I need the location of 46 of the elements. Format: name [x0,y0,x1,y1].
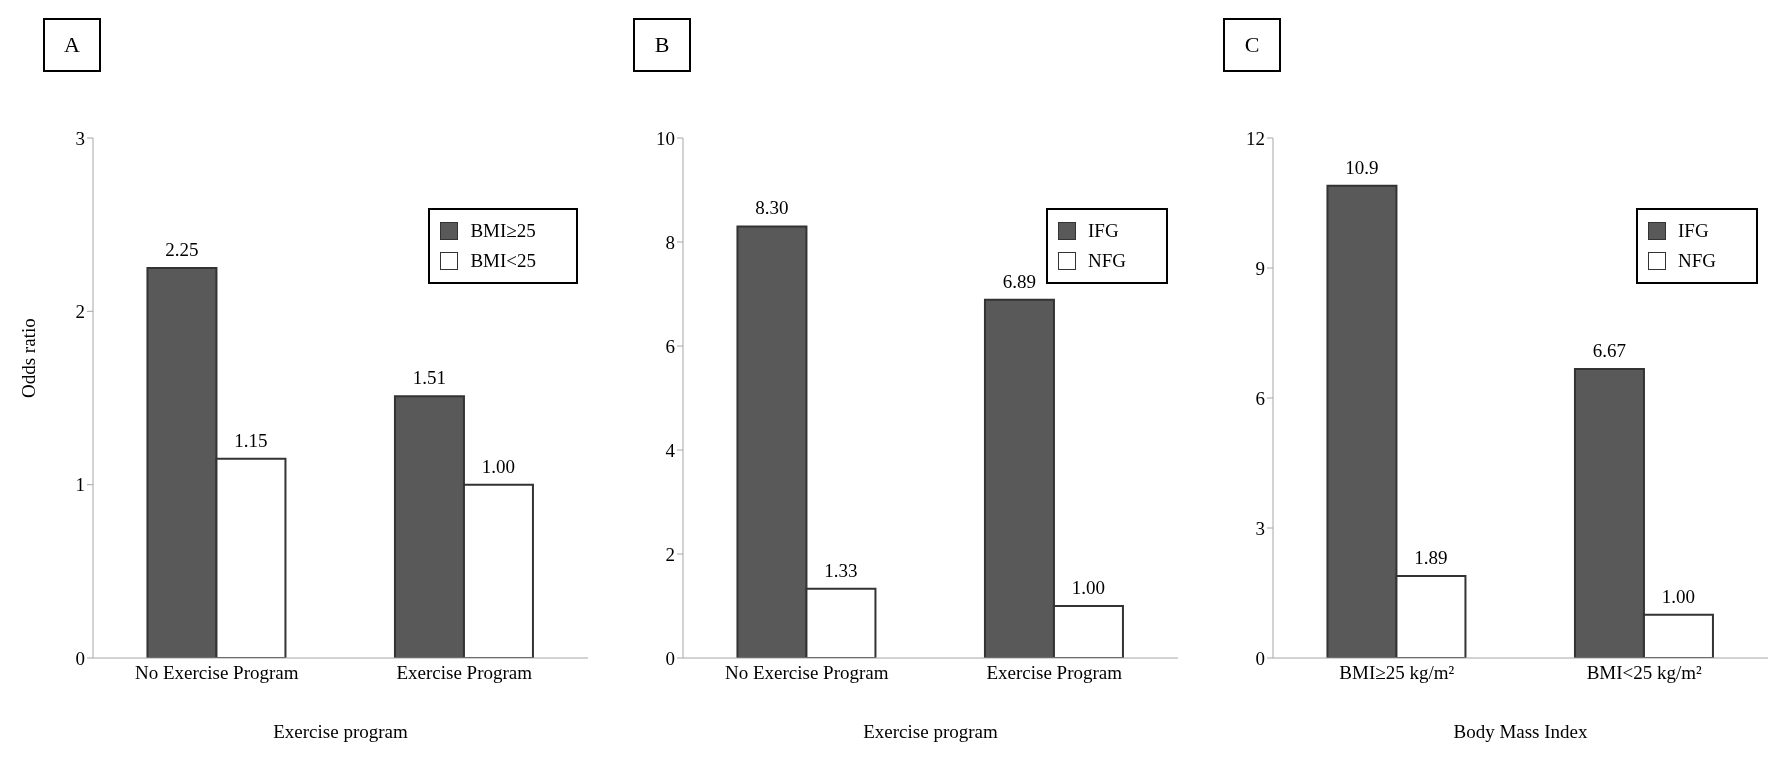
y-tick-label: 10 [656,127,675,149]
x-axis-title: Exercise program [863,721,998,742]
y-tick-label: 2 [665,543,675,565]
x-tick-label: Exercise Program [986,662,1123,684]
legend-label: BMI≥25 [469,219,536,243]
x-axis-title: Body Mass Index [1453,721,1589,742]
y-tick-label: 3 [1255,517,1265,539]
chart-title: A [43,18,101,72]
data-label: 10.9 [1345,156,1379,178]
data-label: 2.25 [165,239,199,260]
y-tick-label: 2 [75,301,85,323]
y-tick-label: 0 [665,647,675,669]
legend-label: NFG [1677,249,1716,273]
data-label: 1.15 [234,429,268,451]
y-tick-label: 6 [665,335,675,357]
y-tick-label: 12 [1246,127,1265,149]
data-label: 1.89 [1414,547,1448,569]
data-label: 1.00 [1071,577,1106,598]
x-tick-label: BMI≥25 kg/m² [1339,662,1455,684]
y-tick-label: 1 [75,474,85,496]
data-label: 1.00 [481,455,516,477]
legend-label: NFG [1087,249,1126,273]
y-tick-label: 0 [1255,647,1265,669]
data-label: 8.30 [755,197,789,219]
data-label: 1.51 [412,367,447,389]
x-tick-label: BMI<25 kg/m² [1586,662,1703,684]
chart-title: B [633,18,691,72]
y-tick-label: 8 [665,231,675,253]
x-tick-label: No Exercise Program [724,662,889,684]
data-label: 6.89 [1002,270,1037,292]
data-label: 1.00 [1661,585,1696,607]
x-tick-label: No Exercise Program [134,662,299,684]
y-tick-label: 4 [665,439,676,461]
y-tick-label: 6 [1255,387,1265,409]
y-tick-label: 9 [1255,257,1265,279]
legend-label: IFG [1087,219,1120,243]
chart-title: C [1223,18,1281,72]
legend-label: BMI<25 [469,249,536,273]
y-tick-label: 3 [75,127,85,149]
y-tick-label: 0 [75,647,85,669]
x-tick-label: Exercise Program [396,662,533,684]
data-label: 1.33 [824,559,858,581]
legend-label: IFG [1677,219,1710,243]
x-axis-title: Exercise program [273,721,408,742]
data-label: 6.67 [1592,339,1627,361]
y-axis-title: Odds ratio [17,318,39,398]
